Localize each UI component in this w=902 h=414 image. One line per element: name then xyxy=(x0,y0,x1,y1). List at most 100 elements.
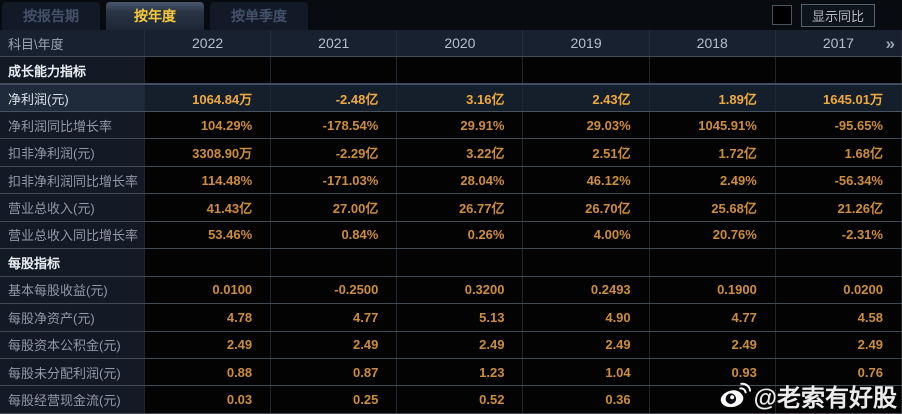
corner-header: 科目\年度 xyxy=(0,30,145,56)
row-label: 扣非净利润(元) xyxy=(0,139,145,166)
table-row[interactable]: 每股未分配利润(元) 0.88 0.87 1.23 1.04 0.93 0.76 xyxy=(0,358,902,387)
cell-value: 0.52 xyxy=(397,386,524,413)
cell-value xyxy=(397,57,524,84)
cell-value xyxy=(145,249,272,276)
cell-value: 2.51亿 xyxy=(523,139,650,166)
cell-value: -178.54% xyxy=(271,111,398,139)
table-row[interactable]: 营业总收入(元) 41.43亿 27.00亿 26.77亿 26.70亿 25.68亿 21… xyxy=(0,194,902,222)
cell-value: 46.12% xyxy=(523,166,650,194)
row-label: 基本每股收益(元) xyxy=(0,276,145,304)
cell-value: 3.16亿 xyxy=(397,85,524,111)
cell-value: -2.31% xyxy=(775,221,902,249)
cell-value xyxy=(397,249,524,276)
cell-value: -0.2500 xyxy=(271,276,398,304)
cell-value: -56.34% xyxy=(775,166,902,194)
cell-value: 4.77 xyxy=(271,304,398,331)
table-body: 成长能力指标 净利润(元) 1064.84万 -2.48亿 3.16亿 2.43亿 1.89… xyxy=(0,57,902,414)
row-label: 营业总收入同比增长率 xyxy=(0,221,145,249)
table-row[interactable]: 每股资本公积金(元) 2.49 2.49 2.49 2.49 2.49 2.49 xyxy=(0,331,902,359)
row-label: 营业总收入(元) xyxy=(0,194,145,221)
period-tabs: 按报告期 按年度 按单季度 xyxy=(0,2,308,30)
row-label: 每股净资产(元) xyxy=(0,304,145,331)
cell-value: 25.68亿 xyxy=(649,194,776,221)
cell-value: 0.36 xyxy=(523,386,650,413)
cell-value xyxy=(649,249,776,276)
cell-value: 0.1900 xyxy=(649,276,776,304)
tab-quarterly[interactable]: 按单季度 xyxy=(210,2,308,30)
row-label: 成长能力指标 xyxy=(0,57,145,84)
cell-value: 3.22亿 xyxy=(397,139,524,166)
cell-value: 2.49 xyxy=(145,331,272,358)
row-label: 每股经营现金流(元) xyxy=(0,386,145,413)
cell-value xyxy=(145,57,272,84)
cell-value: 1.72亿 xyxy=(649,139,776,166)
cell-value: 2.49 xyxy=(271,331,398,358)
cell-value: 0.76 xyxy=(775,358,902,386)
row-label: 净利润(元) xyxy=(0,85,145,111)
more-years-icon[interactable]: » xyxy=(885,33,895,53)
row-label: 每股资本公积金(元) xyxy=(0,331,145,358)
cell-value: 2.43亿 xyxy=(523,85,650,111)
table-row[interactable]: 净利润(元) 1064.84万 -2.48亿 3.16亿 2.43亿 1.89亿 1645.… xyxy=(0,84,902,112)
cell-value: 0.0100 xyxy=(145,276,272,304)
cell-value: 1.04 xyxy=(523,358,650,386)
cell-value: 2.49 xyxy=(523,331,650,358)
top-tab-bar: 按报告期 按年度 按单季度 显示同比 xyxy=(0,0,902,30)
cell-value: 5.13 xyxy=(397,304,524,331)
cell-value: 4.77 xyxy=(649,304,776,331)
cell-value: 20.76% xyxy=(649,221,776,249)
cell-value: 28.04% xyxy=(397,166,524,194)
table-row[interactable]: 每股净资产(元) 4.78 4.77 5.13 4.90 4.77 4.58 xyxy=(0,304,902,332)
year-column-header: 2019 xyxy=(523,30,650,56)
cell-value: 0.87 xyxy=(271,358,398,386)
cell-value: 29.03% xyxy=(523,111,650,139)
year-column-header: 2021 xyxy=(271,30,398,56)
cell-value: 26.70亿 xyxy=(523,194,650,221)
cell-value: 1064.84万 xyxy=(145,85,272,111)
table-row[interactable]: 扣非净利润(元) 3308.90万 -2.29亿 3.22亿 2.51亿 1.72亿 1.6… xyxy=(0,139,902,167)
cell-value xyxy=(649,57,776,84)
cell-value xyxy=(649,386,776,413)
tab-annual[interactable]: 按年度 xyxy=(106,2,204,30)
cell-value: 4.78 xyxy=(145,304,272,331)
cell-value: -2.29亿 xyxy=(271,139,398,166)
table-row[interactable]: 营业总收入同比增长率 53.46% 0.84% 0.26% 4.00% 20.76% -2.… xyxy=(0,221,902,250)
row-label: 每股指标 xyxy=(0,249,145,276)
topbar-controls: 显示同比 xyxy=(771,0,875,30)
cell-value: 0.03 xyxy=(145,386,272,413)
show-yoy-button[interactable]: 显示同比 xyxy=(800,3,875,27)
tab-report-period[interactable]: 按报告期 xyxy=(2,2,100,30)
cell-value xyxy=(523,57,650,84)
cell-value: 41.43亿 xyxy=(145,194,272,221)
year-column-header: 2020 xyxy=(397,30,524,56)
table-header-row: 科目\年度 2022 2021 2020 2019 2018 2017» xyxy=(0,30,902,57)
row-label: 扣非净利润同比增长率 xyxy=(0,166,145,194)
cell-value: 104.29% xyxy=(145,111,272,139)
row-label: 净利润同比增长率 xyxy=(0,111,145,139)
cell-value: 0.26% xyxy=(397,221,524,249)
cell-value: 2.49 xyxy=(649,331,776,358)
cell-value: 4.58 xyxy=(775,304,902,331)
cell-value xyxy=(523,249,650,276)
cell-value: 2.49 xyxy=(775,331,902,358)
cell-value: 1.89亿 xyxy=(649,85,776,111)
cell-value: 0.0200 xyxy=(775,276,902,304)
cell-value: 114.48% xyxy=(145,166,272,194)
table-row[interactable]: 基本每股收益(元) 0.0100 -0.2500 0.3200 0.2493 0.1900… xyxy=(0,276,902,305)
table-row[interactable]: 净利润同比增长率 104.29% -178.54% 29.91% 29.03% 1045.… xyxy=(0,111,902,140)
cell-value: 4.90 xyxy=(523,304,650,331)
table-row: 成长能力指标 xyxy=(0,57,902,85)
cell-value: 0.84% xyxy=(271,221,398,249)
cell-value: 0.93 xyxy=(649,358,776,386)
table-row[interactable]: 扣非净利润同比增长率 114.48% -171.03% 28.04% 46.12% 2.4… xyxy=(0,166,902,195)
cell-value xyxy=(271,249,398,276)
cell-value: -171.03% xyxy=(271,166,398,194)
cell-value: 21.26亿 xyxy=(775,194,902,221)
table-row: 每股指标 xyxy=(0,249,902,277)
cell-value: 0.88 xyxy=(145,358,272,386)
cell-value xyxy=(775,249,902,276)
cell-value: 2.49% xyxy=(649,166,776,194)
table-row[interactable]: 每股经营现金流(元) 0.03 0.25 0.52 0.36 xyxy=(0,386,902,414)
show-yoy-checkbox[interactable] xyxy=(771,5,792,25)
